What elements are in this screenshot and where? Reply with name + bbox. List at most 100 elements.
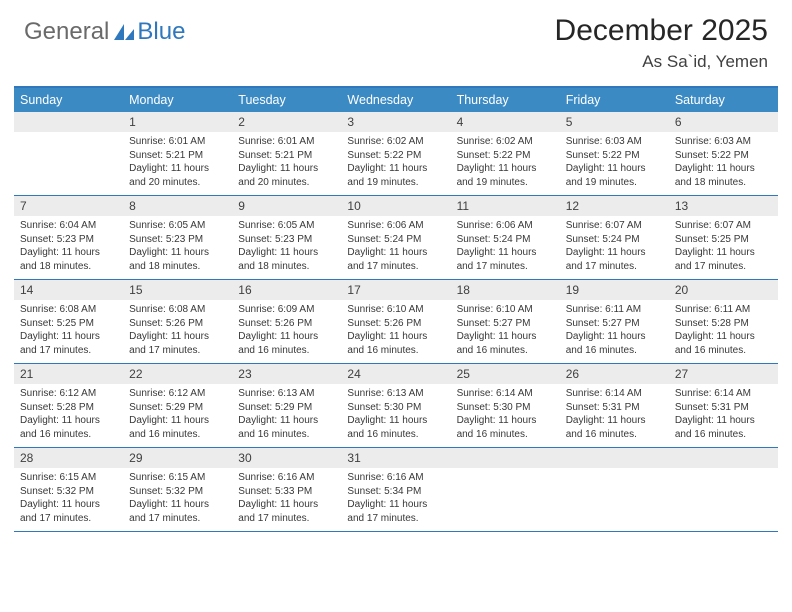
- cell-body: Sunrise: 6:07 AMSunset: 5:24 PMDaylight:…: [560, 216, 669, 279]
- date-number: 30: [232, 448, 341, 468]
- cell-line: Sunrise: 6:15 AM: [20, 471, 117, 485]
- cell-line: Sunrise: 6:10 AM: [347, 303, 444, 317]
- day-header-cell: Friday: [560, 88, 669, 112]
- cell-line: Daylight: 11 hours and 20 minutes.: [238, 162, 335, 189]
- cell-line: Sunset: 5:21 PM: [129, 149, 226, 163]
- cell-body: Sunrise: 6:14 AMSunset: 5:30 PMDaylight:…: [451, 384, 560, 447]
- cell-line: Sunset: 5:23 PM: [20, 233, 117, 247]
- cell-line: Sunrise: 6:07 AM: [566, 219, 663, 233]
- cell-body: Sunrise: 6:13 AMSunset: 5:29 PMDaylight:…: [232, 384, 341, 447]
- date-number: 7: [14, 196, 123, 216]
- cell-body: Sunrise: 6:09 AMSunset: 5:26 PMDaylight:…: [232, 300, 341, 363]
- day-header-cell: Sunday: [14, 88, 123, 112]
- cell-line: Sunset: 5:24 PM: [457, 233, 554, 247]
- day-cell: 14Sunrise: 6:08 AMSunset: 5:25 PMDayligh…: [14, 280, 123, 363]
- date-number: 20: [669, 280, 778, 300]
- day-cell: 3Sunrise: 6:02 AMSunset: 5:22 PMDaylight…: [341, 112, 450, 195]
- cell-line: Sunset: 5:21 PM: [238, 149, 335, 163]
- day-cell: 26Sunrise: 6:14 AMSunset: 5:31 PMDayligh…: [560, 364, 669, 447]
- cell-body: Sunrise: 6:15 AMSunset: 5:32 PMDaylight:…: [123, 468, 232, 531]
- date-number: 24: [341, 364, 450, 384]
- cell-body: Sunrise: 6:16 AMSunset: 5:34 PMDaylight:…: [341, 468, 450, 531]
- title-block: December 2025 As Sa`id, Yemen: [555, 14, 768, 72]
- location: As Sa`id, Yemen: [555, 52, 768, 72]
- cell-body: Sunrise: 6:11 AMSunset: 5:28 PMDaylight:…: [669, 300, 778, 363]
- cell-line: Sunset: 5:31 PM: [675, 401, 772, 415]
- day-cell: 31Sunrise: 6:16 AMSunset: 5:34 PMDayligh…: [341, 448, 450, 531]
- day-cell: 9Sunrise: 6:05 AMSunset: 5:23 PMDaylight…: [232, 196, 341, 279]
- cell-body: Sunrise: 6:10 AMSunset: 5:27 PMDaylight:…: [451, 300, 560, 363]
- cell-line: Daylight: 11 hours and 16 minutes.: [238, 330, 335, 357]
- cell-line: Sunset: 5:25 PM: [675, 233, 772, 247]
- cell-body: Sunrise: 6:01 AMSunset: 5:21 PMDaylight:…: [232, 132, 341, 195]
- cell-line: Daylight: 11 hours and 17 minutes.: [20, 498, 117, 525]
- day-cell: 22Sunrise: 6:12 AMSunset: 5:29 PMDayligh…: [123, 364, 232, 447]
- cell-line: Sunrise: 6:05 AM: [129, 219, 226, 233]
- cell-line: Sunrise: 6:02 AM: [347, 135, 444, 149]
- date-number: 4: [451, 112, 560, 132]
- cell-body: Sunrise: 6:10 AMSunset: 5:26 PMDaylight:…: [341, 300, 450, 363]
- day-cell: 13Sunrise: 6:07 AMSunset: 5:25 PMDayligh…: [669, 196, 778, 279]
- day-cell: 15Sunrise: 6:08 AMSunset: 5:26 PMDayligh…: [123, 280, 232, 363]
- cell-line: Daylight: 11 hours and 19 minutes.: [457, 162, 554, 189]
- cell-line: Daylight: 11 hours and 16 minutes.: [457, 330, 554, 357]
- date-number: 27: [669, 364, 778, 384]
- day-cell: 20Sunrise: 6:11 AMSunset: 5:28 PMDayligh…: [669, 280, 778, 363]
- cell-line: Daylight: 11 hours and 16 minutes.: [566, 330, 663, 357]
- cell-line: Sunrise: 6:06 AM: [347, 219, 444, 233]
- cell-body: Sunrise: 6:06 AMSunset: 5:24 PMDaylight:…: [451, 216, 560, 279]
- date-number: 26: [560, 364, 669, 384]
- cell-line: Daylight: 11 hours and 17 minutes.: [566, 246, 663, 273]
- cell-body: Sunrise: 6:15 AMSunset: 5:32 PMDaylight:…: [14, 468, 123, 531]
- cell-line: Daylight: 11 hours and 16 minutes.: [347, 414, 444, 441]
- day-cell: [14, 112, 123, 195]
- cell-line: Sunrise: 6:03 AM: [675, 135, 772, 149]
- cell-line: Daylight: 11 hours and 19 minutes.: [566, 162, 663, 189]
- date-number: 8: [123, 196, 232, 216]
- day-cell: 8Sunrise: 6:05 AMSunset: 5:23 PMDaylight…: [123, 196, 232, 279]
- date-number: 17: [341, 280, 450, 300]
- day-cell: 17Sunrise: 6:10 AMSunset: 5:26 PMDayligh…: [341, 280, 450, 363]
- cell-line: Sunrise: 6:09 AM: [238, 303, 335, 317]
- date-number: 5: [560, 112, 669, 132]
- week-row: 7Sunrise: 6:04 AMSunset: 5:23 PMDaylight…: [14, 196, 778, 280]
- logo-sail-icon: [113, 23, 135, 41]
- day-cell: 23Sunrise: 6:13 AMSunset: 5:29 PMDayligh…: [232, 364, 341, 447]
- cell-body: Sunrise: 6:12 AMSunset: 5:28 PMDaylight:…: [14, 384, 123, 447]
- cell-line: Sunrise: 6:10 AM: [457, 303, 554, 317]
- day-cell: 11Sunrise: 6:06 AMSunset: 5:24 PMDayligh…: [451, 196, 560, 279]
- day-cell: 19Sunrise: 6:11 AMSunset: 5:27 PMDayligh…: [560, 280, 669, 363]
- date-number: 16: [232, 280, 341, 300]
- cell-line: Sunrise: 6:02 AM: [457, 135, 554, 149]
- cell-body: Sunrise: 6:02 AMSunset: 5:22 PMDaylight:…: [451, 132, 560, 195]
- cell-body: Sunrise: 6:13 AMSunset: 5:30 PMDaylight:…: [341, 384, 450, 447]
- date-number: 14: [14, 280, 123, 300]
- day-cell: 6Sunrise: 6:03 AMSunset: 5:22 PMDaylight…: [669, 112, 778, 195]
- date-number: 15: [123, 280, 232, 300]
- cell-line: Sunrise: 6:11 AM: [566, 303, 663, 317]
- date-number: 11: [451, 196, 560, 216]
- day-header-cell: Thursday: [451, 88, 560, 112]
- date-number: 31: [341, 448, 450, 468]
- week-row: 1Sunrise: 6:01 AMSunset: 5:21 PMDaylight…: [14, 112, 778, 196]
- cell-line: Sunrise: 6:11 AM: [675, 303, 772, 317]
- cell-body: Sunrise: 6:11 AMSunset: 5:27 PMDaylight:…: [560, 300, 669, 363]
- cell-line: Sunrise: 6:13 AM: [347, 387, 444, 401]
- cell-body: Sunrise: 6:14 AMSunset: 5:31 PMDaylight:…: [669, 384, 778, 447]
- cell-body: Sunrise: 6:03 AMSunset: 5:22 PMDaylight:…: [560, 132, 669, 195]
- day-cell: 16Sunrise: 6:09 AMSunset: 5:26 PMDayligh…: [232, 280, 341, 363]
- date-number: 21: [14, 364, 123, 384]
- date-number: 25: [451, 364, 560, 384]
- cell-body: Sunrise: 6:14 AMSunset: 5:31 PMDaylight:…: [560, 384, 669, 447]
- cell-line: Sunset: 5:22 PM: [675, 149, 772, 163]
- day-cell: 12Sunrise: 6:07 AMSunset: 5:24 PMDayligh…: [560, 196, 669, 279]
- cell-line: Sunset: 5:30 PM: [347, 401, 444, 415]
- cell-line: Daylight: 11 hours and 18 minutes.: [675, 162, 772, 189]
- day-cell: 27Sunrise: 6:14 AMSunset: 5:31 PMDayligh…: [669, 364, 778, 447]
- day-cell: 7Sunrise: 6:04 AMSunset: 5:23 PMDaylight…: [14, 196, 123, 279]
- day-cell: 5Sunrise: 6:03 AMSunset: 5:22 PMDaylight…: [560, 112, 669, 195]
- cell-line: Sunset: 5:26 PM: [238, 317, 335, 331]
- logo-text-blue: Blue: [137, 18, 185, 46]
- day-cell: 1Sunrise: 6:01 AMSunset: 5:21 PMDaylight…: [123, 112, 232, 195]
- cell-line: Daylight: 11 hours and 18 minutes.: [20, 246, 117, 273]
